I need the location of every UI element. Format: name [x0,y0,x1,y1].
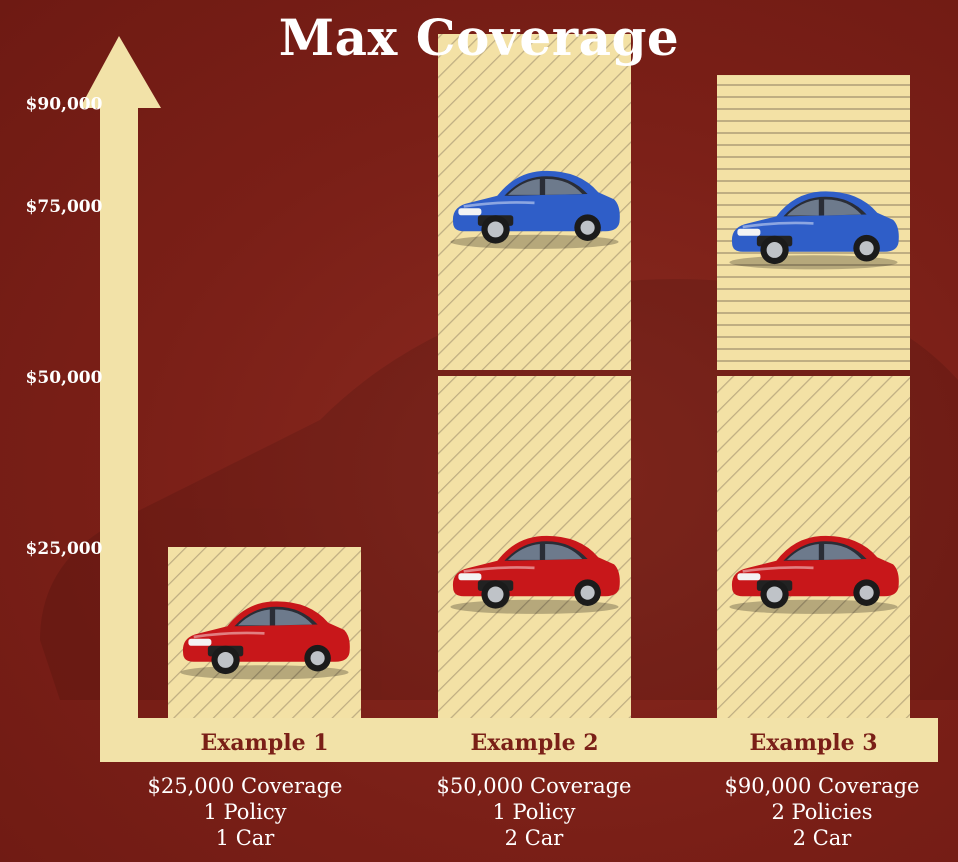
y-axis-arrow [80,36,161,762]
x-axis-band [100,718,938,762]
x-category-label: Example 1 [200,730,328,756]
caption-example-1: $25,000 Coverage 1 Policy 1 Car [125,773,365,851]
chart-title: Max Coverage [278,8,680,67]
y-tick-label: $90,000 [26,94,103,114]
y-tick-label: $25,000 [26,539,103,559]
x-category-labels: Example 1 Example 2 Example 3 [200,730,877,756]
y-tick-labels: $25,000 $50,000 $75,000 $90,000 [26,94,103,559]
y-tick-label: $50,000 [26,368,103,388]
bars [168,34,910,718]
caption-line: $90,000 Coverage [724,774,920,798]
caption-line: 2 Car [792,826,852,850]
caption-example-2: $50,000 Coverage 1 Policy 2 Car [414,773,654,851]
caption-line: $25,000 Coverage [147,774,343,798]
caption-line: 1 Car [215,826,275,850]
caption-line: 2 Car [504,826,564,850]
caption-line: 2 Policies [771,800,873,824]
caption-example-3: $90,000 Coverage 2 Policies 2 Car [702,773,942,851]
y-tick-label: $75,000 [26,197,103,217]
caption-line: $50,000 Coverage [436,774,632,798]
x-category-label: Example 3 [749,730,877,756]
caption-line: 1 Policy [203,800,287,824]
x-category-label: Example 2 [470,730,598,756]
caption-line: 1 Policy [492,800,576,824]
